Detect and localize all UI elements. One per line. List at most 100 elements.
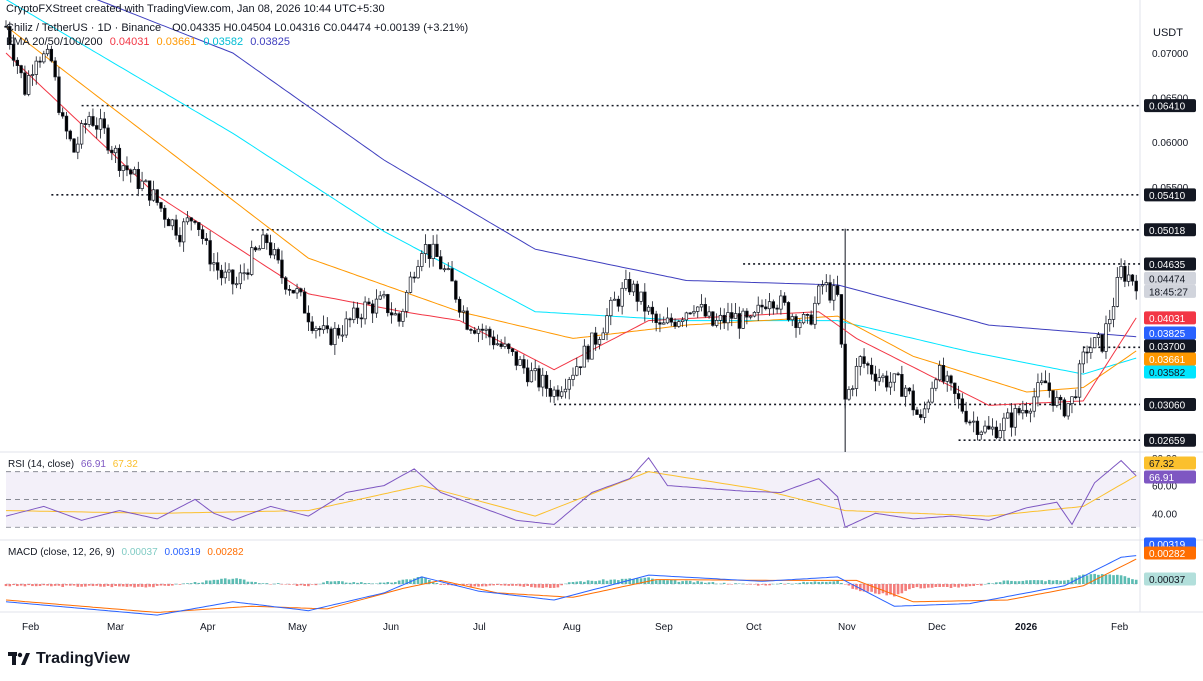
candle-body: [851, 388, 855, 390]
rsi-legend-label: RSI (14, close): [8, 459, 75, 470]
candle: [159, 201, 163, 213]
macd-hist-bar: [1089, 574, 1093, 584]
candle: [147, 180, 152, 206]
macd-hist-bar: [174, 583, 178, 585]
candle: [321, 315, 326, 334]
macd-hist-bar: [1063, 580, 1066, 584]
candle-body: [703, 304, 707, 317]
candle: [696, 306, 700, 318]
ema50-value: 0.03661: [156, 36, 197, 48]
candle-body: [163, 207, 167, 220]
candle-body: [835, 285, 840, 295]
ema20-line: [5, 52, 1137, 406]
macd-hist-bar: [341, 581, 344, 584]
candle: [246, 268, 250, 280]
candle: [280, 250, 284, 284]
ema-legend-label: EMA 20/50/100/200: [6, 36, 103, 48]
candle-body: [318, 328, 322, 331]
time-axis-label: Mar: [107, 622, 125, 633]
macd-hist-bar: [178, 584, 182, 585]
candle-body: [832, 285, 836, 301]
symbol-name: Chiliz / TetherUS · 1D · Binance: [6, 22, 162, 34]
candle-body: [367, 301, 371, 305]
macd-hist-bar: [756, 584, 760, 586]
candle: [937, 360, 942, 382]
price-tag: 0.03582: [1149, 368, 1186, 379]
macd-hist-bar: [250, 581, 254, 584]
candle-body: [983, 425, 987, 433]
candle: [507, 342, 511, 354]
macd-hist-bar: [760, 584, 764, 585]
macd-hist-bar: [870, 584, 873, 592]
candle-body: [242, 272, 246, 275]
macd-hist-bar: [911, 584, 915, 589]
macd-legend: MACD (close, 12, 26, 9) 0.00037 0.00319 …: [8, 547, 244, 558]
macd-hist-bar: [813, 581, 817, 584]
candle-body: [1104, 323, 1108, 352]
candle: [76, 136, 80, 160]
candle-body: [628, 279, 632, 293]
macd-hist-bar: [227, 579, 231, 584]
candle: [646, 304, 651, 315]
candle-body: [238, 272, 243, 285]
candle: [250, 240, 254, 277]
candle: [333, 321, 337, 355]
candle-body: [537, 368, 541, 388]
candle-body: [1066, 403, 1070, 417]
macd-hist-bar: [288, 584, 291, 585]
candle: [242, 263, 246, 281]
candle: [885, 370, 889, 392]
candle-body: [132, 169, 137, 175]
candle-body: [767, 301, 772, 310]
macd-hist-bar: [571, 581, 575, 584]
macd-hist-bar: [556, 584, 560, 588]
candle: [223, 262, 227, 284]
candle: [136, 161, 140, 197]
macd-hist-bar: [382, 582, 386, 584]
candle-body: [401, 310, 405, 322]
candle-body: [473, 330, 477, 334]
candle-body: [151, 189, 156, 201]
candle-body: [147, 180, 152, 201]
macd-hist-bar: [802, 581, 805, 584]
candle-body: [885, 375, 889, 388]
macd-hist-bar: [617, 580, 620, 584]
candle-body: [1047, 382, 1051, 391]
macd-hist-bar: [685, 580, 688, 584]
candle-body: [15, 59, 20, 66]
candle: [15, 57, 20, 74]
candle: [185, 210, 190, 225]
candle: [631, 280, 636, 297]
ohlc-values: O0.04335 H0.04504 L0.04316 C0.04474 +0.0…: [172, 22, 469, 34]
macd-line-tag: 0.00319: [1149, 540, 1186, 551]
candle-body: [72, 138, 76, 153]
candle-body: [246, 272, 250, 275]
candle: [473, 326, 477, 335]
candle-body: [798, 322, 802, 329]
macd-hist-bar: [295, 584, 299, 586]
candle-body: [998, 430, 1002, 439]
macd-hist-bar: [632, 579, 635, 584]
macd-hist-bar: [356, 582, 359, 584]
candle-body: [635, 283, 639, 302]
candle: [1017, 405, 1021, 416]
candle-body: [956, 393, 961, 400]
candle-body: [469, 329, 473, 331]
candle: [881, 373, 885, 383]
macd-hist-bar: [533, 584, 537, 588]
candle-body: [261, 234, 265, 249]
ema100-value: 0.03582: [203, 36, 244, 48]
candle: [552, 386, 556, 404]
candle: [514, 351, 518, 371]
candle: [733, 303, 738, 319]
candle: [1002, 412, 1006, 441]
macd-hist-bar: [488, 584, 492, 586]
macd-hist-bar: [390, 582, 393, 584]
candle: [261, 229, 265, 250]
candle-body: [726, 312, 730, 324]
candle-body: [643, 291, 647, 312]
macd-hist-bar: [787, 583, 790, 584]
candle-body: [450, 268, 454, 282]
candle: [359, 313, 363, 328]
